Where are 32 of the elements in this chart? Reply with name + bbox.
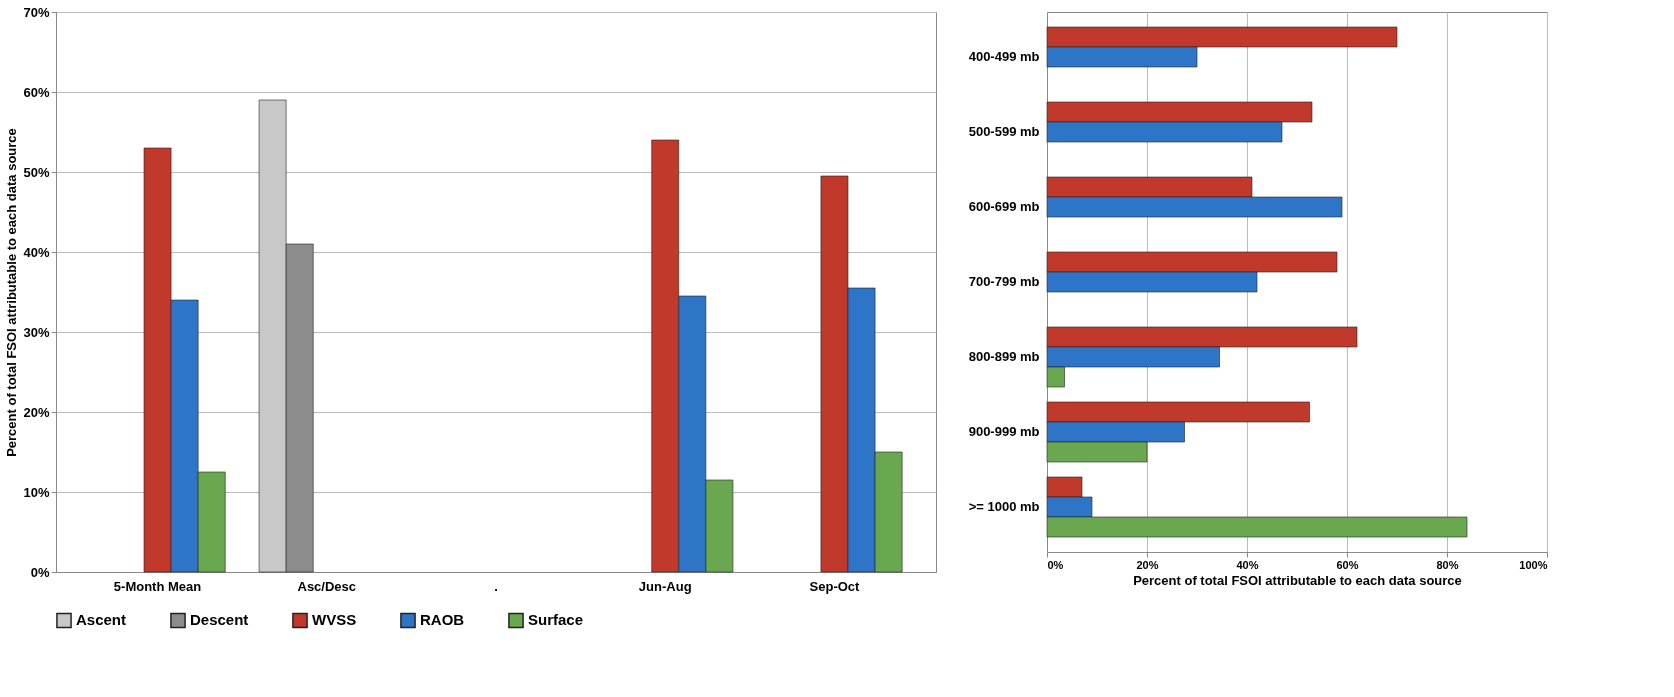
x-tick-label: Sep-Oct [809,578,861,594]
y-axis-title: Percent of total FSOI attributable to each data source [4,128,20,457]
x-tick-label: 60% [1336,558,1359,571]
legend-label: Descent [190,611,249,629]
y-tick-label: 800-899 mb [968,349,1040,364]
y-tick-label: 400-499 mb [968,49,1040,64]
legend-label: RAOB [420,611,465,629]
y-tick-label: 70% [23,4,50,20]
x-axis-title: Percent of total FSOI attributable to each data source [1133,572,1462,588]
y-tick-label: 40% [23,244,50,260]
legend-label: Surface [528,611,584,629]
y-tick-label: 50% [23,164,50,180]
y-tick-label: 30% [23,324,50,340]
y-tick-label: 20% [23,404,50,420]
y-tick-label: 500-599 mb [968,124,1040,139]
y-tick-label: >= 1000 mb [968,499,1040,514]
x-tick-label: 5-Month Mean [113,578,202,594]
y-tick-label: 60% [23,84,50,100]
x-tick-label: 80% [1436,558,1459,571]
legend-label: WVSS [312,611,357,629]
x-tick-label: 0% [1047,558,1064,571]
x-tick-label: . [494,578,498,594]
y-tick-label: 10% [23,484,50,500]
x-tick-label: 40% [1236,558,1259,571]
x-tick-label: 20% [1136,558,1159,571]
y-tick-label: 600-699 mb [968,199,1040,214]
y-tick-label: 700-799 mb [968,274,1040,289]
x-tick-label: 100% [1519,558,1548,571]
y-tick-label: 900-999 mb [968,424,1040,439]
x-tick-label: Jun-Aug [638,578,692,594]
legend-label: Ascent [76,611,127,629]
x-tick-label: Asc/Desc [297,578,357,594]
